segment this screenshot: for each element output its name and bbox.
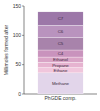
bar-segment bbox=[38, 62, 83, 67]
chart: 0 50 100 150 Millimoles formed after PhGDE co… bbox=[0, 0, 100, 111]
y-tick-label: 100 bbox=[13, 32, 22, 38]
bar-segment bbox=[38, 68, 83, 73]
legend-label: Propane bbox=[52, 63, 69, 68]
y-axis-label: Millimoles formed after bbox=[3, 25, 9, 76]
y-axis bbox=[24, 6, 25, 94]
bars bbox=[38, 12, 83, 94]
y-tick bbox=[22, 6, 24, 7]
bar-segment bbox=[38, 57, 83, 62]
y-tick-label: 0 bbox=[18, 91, 21, 97]
x-tick-label: PhGDE comp. bbox=[45, 95, 77, 101]
legend-label: Methane bbox=[52, 81, 70, 86]
bar-segment bbox=[38, 50, 83, 57]
bar-segment bbox=[38, 12, 83, 25]
legend-label: Ethane bbox=[54, 68, 68, 73]
legend-label: C7 bbox=[58, 16, 64, 21]
legend-label: C4 bbox=[58, 51, 64, 56]
y-tick-label: 50 bbox=[15, 61, 21, 67]
legend-label: C6 bbox=[58, 29, 64, 34]
bar-segment bbox=[38, 73, 83, 94]
bar-segment bbox=[38, 25, 83, 37]
legend-label: Ethanol bbox=[53, 57, 68, 62]
y-tick-label: 150 bbox=[13, 3, 22, 9]
y-tick bbox=[22, 35, 24, 36]
legend-label: C5 bbox=[58, 41, 64, 46]
bar-segment bbox=[38, 38, 83, 50]
y-tick bbox=[22, 64, 24, 65]
y-tick bbox=[22, 94, 24, 95]
